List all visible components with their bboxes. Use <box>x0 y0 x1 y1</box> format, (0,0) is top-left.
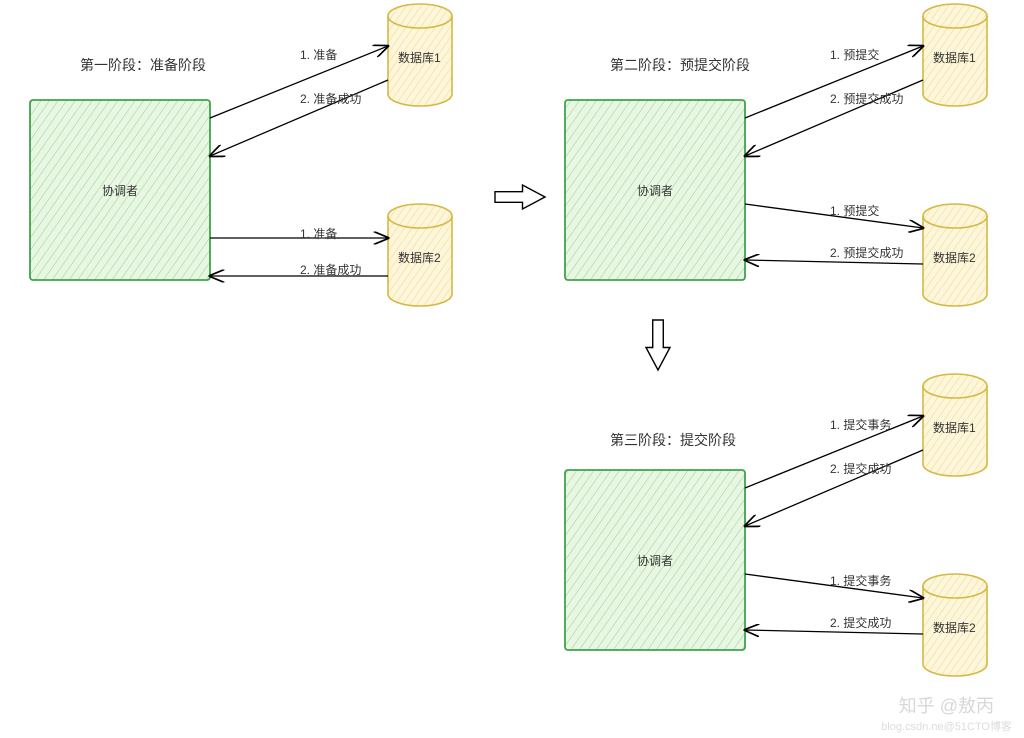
arrow-label: 2. 提交成功 <box>830 460 891 477</box>
arrow-label: 1. 预提交 <box>830 46 879 63</box>
coordinator-label: 协调者 <box>637 552 673 569</box>
phase-connector-arrow <box>495 185 545 209</box>
phase-connector-arrow <box>646 320 670 370</box>
arrow-label: 1. 预提交 <box>830 202 879 219</box>
arrow-label: 2. 准备成功 <box>300 261 361 278</box>
arrow-label: 2. 提交成功 <box>830 614 891 631</box>
phase-title: 第三阶段：提交阶段 <box>610 430 736 450</box>
db-label: 数据库1 <box>398 49 441 66</box>
arrow-label: 2. 预提交成功 <box>830 244 903 261</box>
coordinator-label: 协调者 <box>102 182 138 199</box>
arrow-label: 1. 准备 <box>300 46 337 63</box>
watermark-main: 知乎 @敖丙 <box>899 692 994 718</box>
flow-arrow <box>210 46 388 118</box>
db-label: 数据库2 <box>933 249 976 266</box>
arrow-label: 2. 准备成功 <box>300 90 361 107</box>
db-label: 数据库2 <box>933 619 976 636</box>
arrow-label: 2. 预提交成功 <box>830 90 903 107</box>
db-label: 数据库2 <box>398 249 441 266</box>
phase-title: 第二阶段：预提交阶段 <box>610 55 750 75</box>
arrow-label: 1. 提交事务 <box>830 416 891 433</box>
arrow-label: 1. 准备 <box>300 225 337 242</box>
db-label: 数据库1 <box>933 49 976 66</box>
watermark-sub: blog.csdn.ne@51CTO博客 <box>881 718 1012 734</box>
arrow-label: 1. 提交事务 <box>830 572 891 589</box>
db-label: 数据库1 <box>933 419 976 436</box>
coordinator-label: 协调者 <box>637 182 673 199</box>
phase-title: 第一阶段：准备阶段 <box>80 55 206 75</box>
